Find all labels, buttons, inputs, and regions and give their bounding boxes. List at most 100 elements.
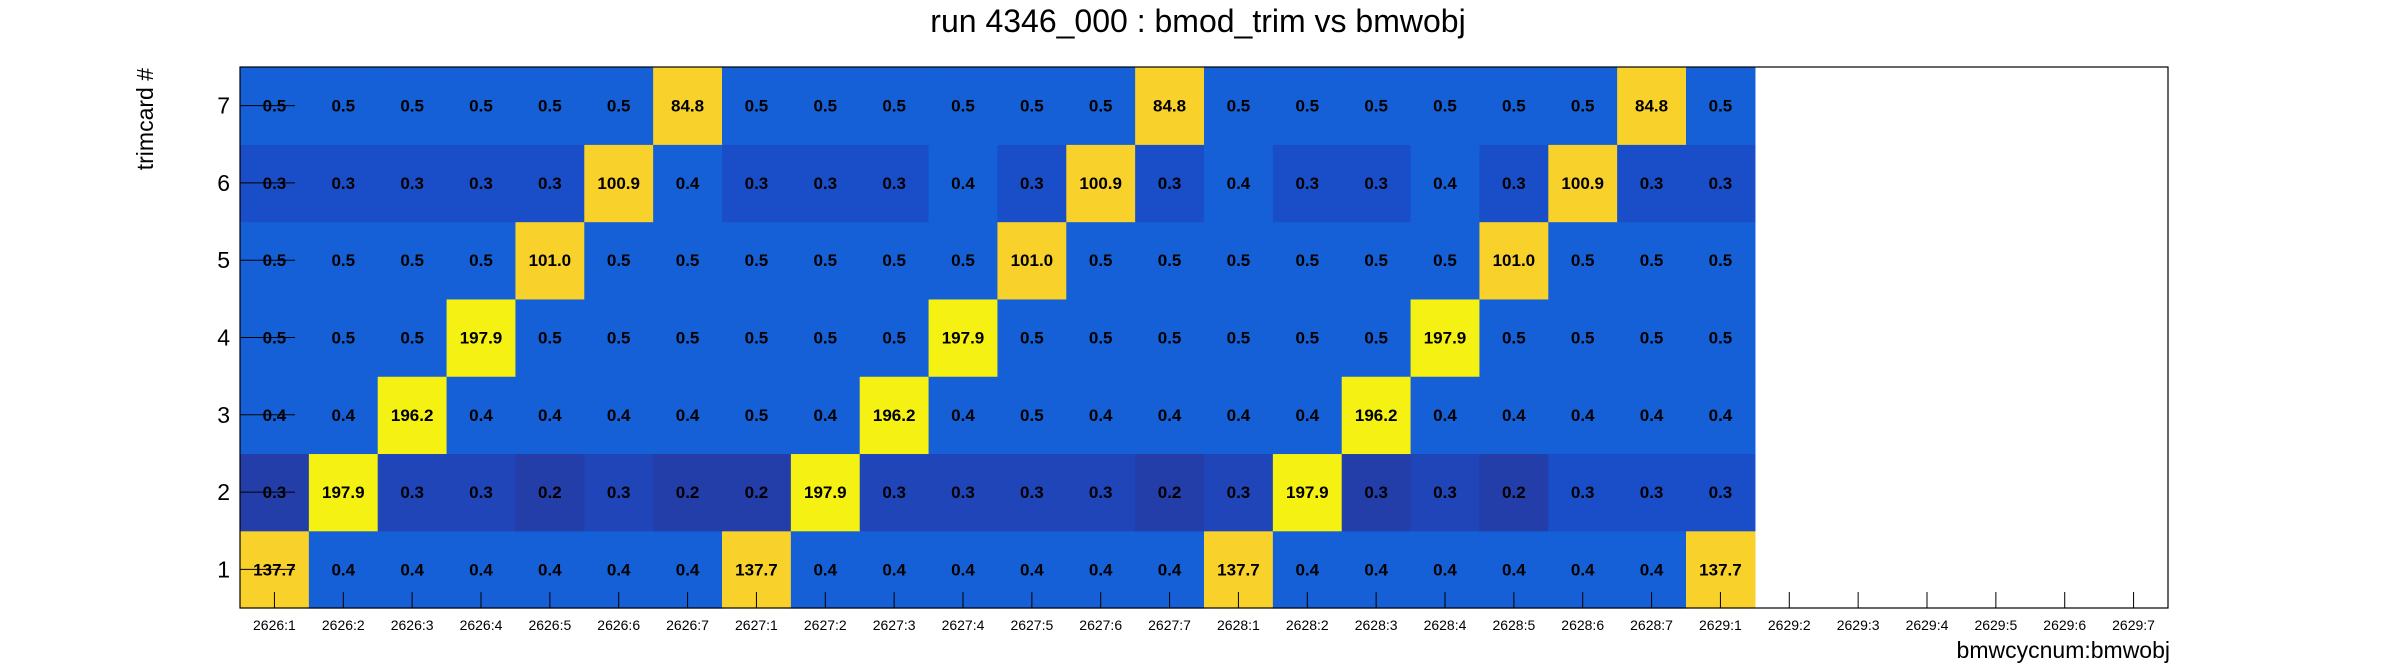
cell-value-label: 0.5 — [1227, 251, 1251, 270]
heatmap-cell — [377, 376, 448, 455]
cell-value-label: 0.3 — [882, 483, 906, 502]
cell-value-label: 0.5 — [1089, 251, 1113, 270]
cell-value-label: 84.8 — [671, 97, 704, 116]
heatmap-cell — [1066, 453, 1136, 532]
heatmap-cell — [377, 67, 448, 145]
heatmap-cell — [446, 144, 517, 223]
heatmap-cell — [1135, 298, 1205, 377]
cell-value-label: 0.4 — [469, 406, 493, 425]
cell-value-label: 197.9 — [942, 329, 985, 348]
heatmap-cell — [377, 453, 448, 532]
cell-value-label: 0.5 — [745, 329, 769, 348]
heatmap-cell — [928, 221, 999, 300]
cell-value-label: 0.4 — [1709, 406, 1733, 425]
heatmap-cell — [1479, 376, 1549, 455]
heatmap-cell — [1272, 376, 1343, 455]
y-tick-label: 6 — [217, 170, 230, 196]
cell-value-label: 0.5 — [1295, 251, 1319, 270]
cell-value-label: 0.5 — [882, 97, 906, 116]
heatmap-cell — [515, 376, 585, 455]
x-tick-label: 2627:1 — [735, 617, 778, 633]
heatmap-cell — [653, 453, 723, 532]
heatmap-cell — [1410, 221, 1481, 300]
cell-value-label: 0.4 — [538, 560, 562, 579]
heatmap-cell — [997, 298, 1067, 377]
heatmap-cell — [308, 376, 379, 455]
heatmap-cell — [1410, 144, 1481, 223]
heatmap-cell — [1272, 221, 1343, 300]
cell-value-label: 0.3 — [1709, 483, 1733, 502]
heatmap-cell — [1341, 67, 1412, 145]
x-tick-label: 2628:7 — [1630, 617, 1673, 633]
cell-value-label: 197.9 — [804, 483, 847, 502]
cell-value-label: 0.5 — [745, 406, 769, 425]
y-tick-labels: 1 2 3 4 5 6 7 — [217, 93, 230, 583]
heatmap-cell — [1204, 144, 1274, 223]
heatmap-cell — [1135, 221, 1205, 300]
heatmap-cell — [1548, 453, 1618, 532]
cell-value-label: 0.5 — [1364, 329, 1388, 348]
cell-value-label: 0.4 — [951, 174, 975, 193]
heatmap-cell — [1272, 144, 1343, 223]
cell-value-label: 0.5 — [1709, 97, 1733, 116]
cell-value-label: 0.5 — [1364, 251, 1388, 270]
heatmap-cell — [1479, 144, 1549, 223]
heatmap-cell — [1135, 67, 1205, 145]
heatmap-cell — [1410, 376, 1481, 455]
cell-value-label: 0.4 — [1502, 560, 1526, 579]
heatmap-cell — [790, 67, 861, 145]
heatmap-cell — [1479, 221, 1549, 300]
cell-value-label: 0.3 — [1089, 483, 1113, 502]
cell-value-label: 0.4 — [469, 560, 493, 579]
heatmap-cell — [1686, 221, 1756, 300]
cell-value-label: 0.3 — [1571, 483, 1595, 502]
cell-value-label: 0.3 — [1364, 483, 1388, 502]
cell-value-label: 0.5 — [1640, 251, 1664, 270]
cell-value-label: 0.3 — [1709, 174, 1733, 193]
y-tick-label: 4 — [217, 325, 230, 351]
cell-value-label: 0.4 — [1433, 560, 1457, 579]
heatmap-cell — [1617, 298, 1687, 377]
cell-value-label: 0.4 — [1295, 560, 1319, 579]
heatmap-cell — [928, 67, 999, 145]
heatmap-cell — [653, 144, 723, 223]
heatmap-cell — [1686, 453, 1756, 532]
heatmap-cell — [446, 67, 517, 145]
cell-value-label: 0.5 — [469, 251, 493, 270]
cell-value-label: 0.3 — [469, 174, 493, 193]
heatmap-cell — [1617, 144, 1687, 223]
cell-value-label: 0.4 — [1433, 174, 1457, 193]
cell-value-label: 0.5 — [813, 329, 837, 348]
heatmap-cell — [1410, 453, 1481, 532]
x-tick-label: 2629:5 — [1974, 617, 2017, 633]
cell-value-label: 0.5 — [1709, 329, 1733, 348]
heatmap-cell — [1066, 298, 1136, 377]
cell-value-label: 100.9 — [1561, 174, 1604, 193]
heatmap-cell — [722, 221, 792, 300]
x-tick-label: 2627:2 — [804, 617, 847, 633]
heatmap-cell — [1135, 144, 1205, 223]
y-tick-label: 2 — [217, 479, 230, 505]
cell-value-label: 0.5 — [331, 97, 355, 116]
cell-value-label: 0.5 — [538, 97, 562, 116]
heatmap-cell — [997, 453, 1067, 532]
heatmap-cell — [1341, 221, 1412, 300]
heatmap-cell — [584, 453, 654, 532]
cell-value-label: 0.3 — [469, 483, 493, 502]
x-tick-labels: 2626:1 2626:2 2626:3 2626:4 2626:5 2626:6 2626… — [253, 617, 2155, 633]
heatmap-cell — [515, 67, 585, 145]
cell-value-label: 0.5 — [331, 329, 355, 348]
x-tick-label: 2629:1 — [1699, 617, 1742, 633]
heatmap-cell — [515, 221, 585, 300]
cell-value-label: 0.3 — [263, 174, 287, 193]
heatmap-cell — [1479, 67, 1549, 145]
cell-value-label: 0.4 — [1227, 406, 1251, 425]
cell-value-label: 0.4 — [1295, 406, 1319, 425]
x-tick-label: 2626:6 — [597, 617, 640, 633]
cell-value-label: 0.5 — [400, 97, 424, 116]
cell-value-label: 0.2 — [676, 483, 700, 502]
heatmap-cell — [997, 376, 1067, 455]
cell-value-label: 0.4 — [1158, 406, 1182, 425]
heatmap-cell — [1066, 221, 1136, 300]
